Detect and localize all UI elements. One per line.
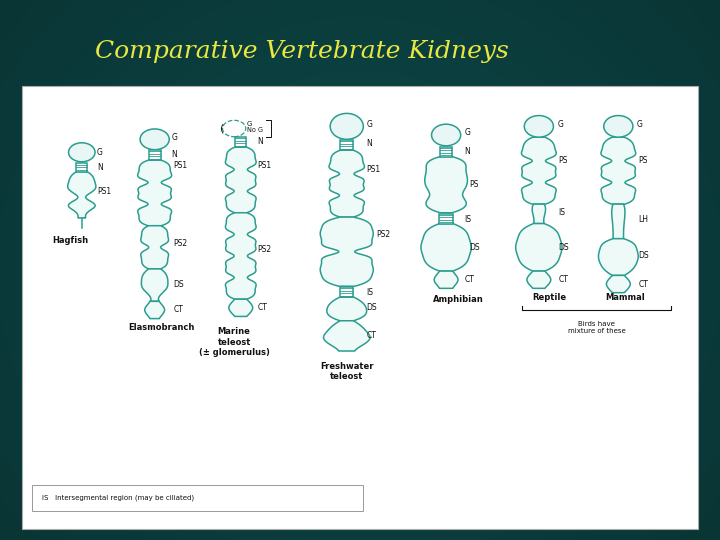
Polygon shape — [68, 172, 96, 218]
Text: PS2: PS2 — [257, 245, 271, 254]
Text: Reptile: Reptile — [532, 293, 567, 301]
Text: Marine
teleost
(± glomerulus): Marine teleost (± glomerulus) — [199, 327, 269, 357]
Text: N: N — [257, 137, 263, 146]
Text: CT: CT — [174, 306, 183, 314]
Text: CT: CT — [464, 275, 474, 284]
Text: IS   Intersegmental region (may be ciliated): IS Intersegmental region (may be ciliate… — [42, 495, 194, 501]
Text: PS1: PS1 — [97, 187, 111, 195]
Text: DS: DS — [469, 243, 480, 252]
Polygon shape — [225, 147, 256, 213]
Text: G: G — [637, 120, 643, 129]
Polygon shape — [527, 271, 551, 288]
Text: CT: CT — [366, 332, 377, 340]
Ellipse shape — [68, 143, 95, 162]
Text: N: N — [97, 163, 103, 172]
Text: IS: IS — [366, 288, 374, 297]
Text: N: N — [464, 147, 470, 156]
Bar — [340, 287, 354, 297]
Text: DS: DS — [638, 252, 649, 260]
Bar — [149, 150, 161, 160]
Ellipse shape — [330, 113, 364, 139]
Polygon shape — [327, 297, 366, 321]
Polygon shape — [532, 204, 546, 224]
Ellipse shape — [222, 120, 246, 137]
Text: DS: DS — [174, 280, 184, 288]
Bar — [341, 140, 353, 150]
Text: PS1: PS1 — [257, 161, 271, 170]
Text: PS: PS — [638, 157, 647, 165]
Text: CT: CT — [559, 275, 569, 284]
Bar — [76, 163, 87, 172]
Text: DS: DS — [366, 303, 377, 312]
Text: Hagfish: Hagfish — [52, 237, 88, 245]
Text: Birds have
mixture of these: Birds have mixture of these — [568, 321, 626, 334]
Polygon shape — [425, 157, 467, 213]
Polygon shape — [612, 204, 625, 239]
Bar — [32, 485, 364, 511]
Text: PS2: PS2 — [377, 230, 391, 239]
Polygon shape — [329, 150, 364, 217]
Text: PS2: PS2 — [174, 239, 187, 247]
Text: N: N — [171, 150, 177, 159]
Text: DS: DS — [559, 243, 570, 252]
Bar — [440, 147, 452, 157]
Text: PS: PS — [469, 180, 479, 189]
Text: Freshwater
teleost: Freshwater teleost — [320, 362, 374, 381]
FancyBboxPatch shape — [22, 86, 698, 529]
Text: PS: PS — [559, 157, 568, 165]
Ellipse shape — [431, 124, 461, 146]
Text: G: G — [557, 120, 563, 129]
Text: IS: IS — [464, 215, 472, 224]
Text: G: G — [366, 120, 372, 129]
Polygon shape — [138, 160, 171, 226]
Polygon shape — [601, 137, 636, 204]
Text: (: ( — [220, 124, 224, 133]
Polygon shape — [141, 226, 168, 269]
Text: PS1: PS1 — [174, 161, 187, 170]
Polygon shape — [145, 301, 165, 319]
Polygon shape — [606, 275, 630, 293]
Text: LH: LH — [638, 215, 648, 224]
Text: IS: IS — [559, 208, 566, 217]
Polygon shape — [141, 269, 168, 301]
Text: PS1: PS1 — [366, 165, 381, 174]
Polygon shape — [320, 217, 373, 286]
Text: No G: No G — [247, 127, 263, 133]
Text: CT: CT — [638, 280, 648, 288]
Bar — [235, 137, 246, 147]
Text: N: N — [366, 139, 372, 148]
Bar — [439, 214, 453, 224]
Ellipse shape — [140, 129, 169, 150]
Polygon shape — [521, 137, 557, 204]
Text: G: G — [97, 148, 103, 157]
Text: Comparative Vertebrate Kidneys: Comparative Vertebrate Kidneys — [96, 40, 509, 63]
Polygon shape — [229, 299, 253, 316]
Polygon shape — [516, 224, 562, 271]
Polygon shape — [225, 213, 256, 299]
Ellipse shape — [604, 116, 633, 137]
Text: Elasmobranch: Elasmobranch — [128, 323, 194, 332]
Text: Amphibian: Amphibian — [433, 295, 484, 303]
Text: G: G — [247, 121, 252, 127]
Polygon shape — [421, 224, 472, 271]
Text: CT: CT — [257, 303, 267, 312]
Polygon shape — [323, 321, 370, 351]
Polygon shape — [434, 271, 458, 288]
Polygon shape — [598, 239, 638, 275]
Text: G: G — [464, 129, 471, 137]
Ellipse shape — [524, 116, 554, 137]
Text: Mammal: Mammal — [605, 293, 645, 301]
Text: G: G — [171, 133, 177, 141]
